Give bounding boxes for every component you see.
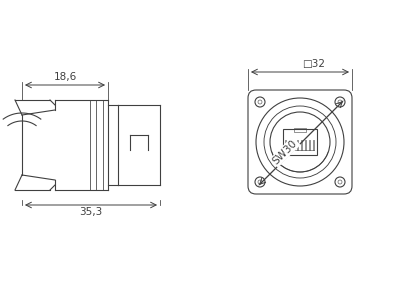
- Text: SW30: SW30: [271, 138, 299, 166]
- Text: 18,6: 18,6: [53, 72, 77, 82]
- Bar: [294, 128, 306, 132]
- Text: 35,3: 35,3: [79, 207, 103, 217]
- Bar: [309, 140, 310, 150]
- Bar: [285, 140, 286, 150]
- Bar: [301, 140, 302, 150]
- Bar: [305, 140, 306, 150]
- Bar: [313, 140, 314, 150]
- Text: □32: □32: [302, 59, 326, 69]
- Bar: [297, 140, 298, 150]
- Bar: [283, 129, 317, 155]
- Bar: [289, 140, 290, 150]
- Bar: [293, 140, 294, 150]
